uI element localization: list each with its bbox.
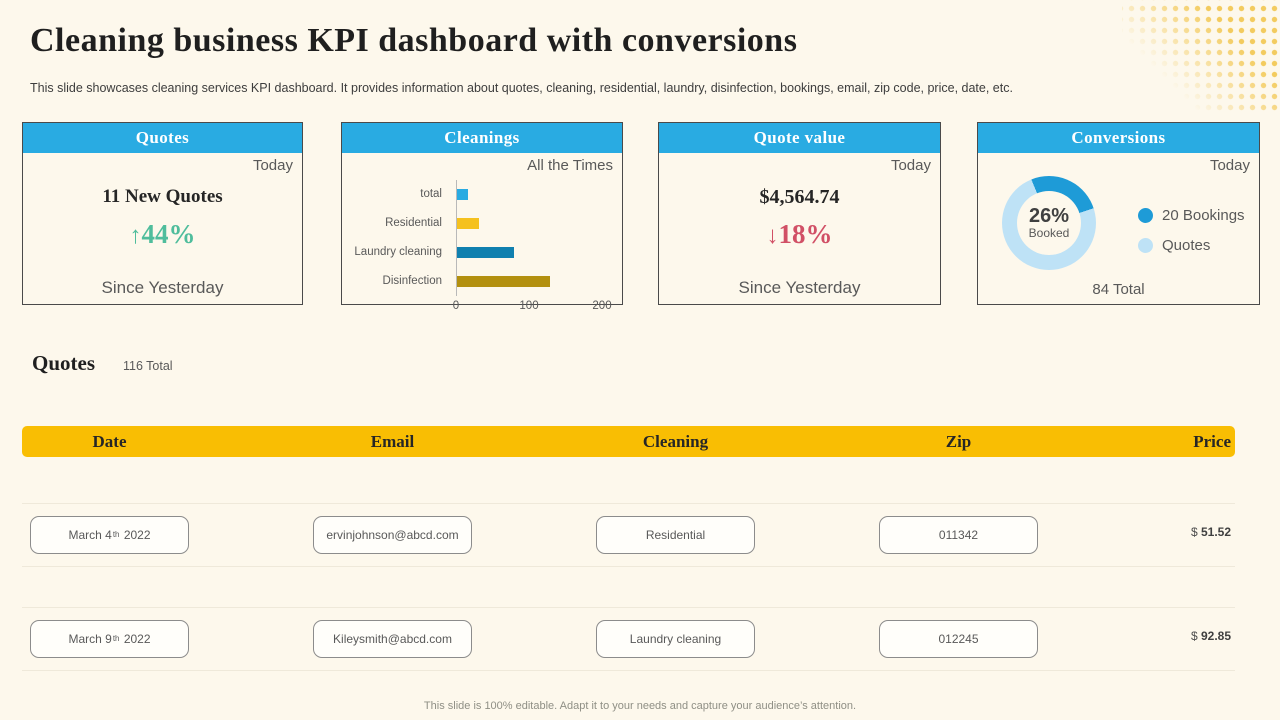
- metric-quote-value: $4,564.74: [759, 186, 840, 208]
- price-value: $ 51.52: [1190, 525, 1231, 539]
- legend-dot-icon: [1138, 237, 1153, 253]
- card-body-conversions: Today 26% Booked 20 Bookings Quotes 84 To…: [978, 153, 1259, 304]
- chart-category-label: Disinfection: [382, 275, 442, 287]
- card-body-quote-value: Today $4,564.74 ↓18% Since Yesterday: [659, 153, 940, 304]
- email-pill: Kileysmith@abcd.com: [313, 620, 472, 658]
- price-value: $ 92.85: [1190, 629, 1231, 643]
- zip-pill: 012245: [879, 620, 1038, 658]
- conversions-total: 84 Total: [1092, 281, 1145, 298]
- chart-bar-row: [457, 180, 617, 209]
- booked-percent: 26%: [1028, 205, 1070, 227]
- chart-category-label: Residential: [385, 217, 442, 229]
- chart-bar: [457, 276, 550, 287]
- conversions-donut: 26% Booked: [1002, 176, 1096, 270]
- comparison-label: Since Yesterday: [101, 278, 224, 297]
- halftone-dots-decoration: [1122, 0, 1280, 112]
- conversions-donut-center: 26% Booked: [1017, 191, 1081, 255]
- email-pill: ervinjohnson@abcd.com: [313, 516, 472, 554]
- period-label: Today: [252, 157, 293, 174]
- chart-bar: [457, 189, 468, 200]
- change-indicator-down: ↓18%: [659, 219, 940, 250]
- chart-axis-tick: 100: [519, 300, 539, 312]
- column-header-zip: Zip: [945, 432, 972, 451]
- down-arrow-icon: ↓: [766, 223, 779, 249]
- cleanings-chart-plot: [456, 180, 617, 296]
- table-header: Date Email Cleaning Zip Price: [22, 426, 1235, 457]
- card-title-conversions: Conversions: [978, 123, 1259, 153]
- column-header-date: Date: [92, 432, 127, 451]
- change-value: 44%: [141, 219, 196, 249]
- footer-note: This slide is 100% editable. Adapt it to…: [423, 700, 857, 712]
- chart-bar: [457, 218, 479, 229]
- quotes-section-title: Quotes: [32, 351, 95, 375]
- chart-axis-tick: 200: [592, 300, 612, 312]
- card-body-quotes: Today 11 New Quotes ↑44% Since Yesterday: [23, 153, 302, 304]
- conversions-legend: 20 Bookings Quotes: [1138, 200, 1245, 260]
- zip-pill: 011342: [879, 516, 1038, 554]
- cleaning-pill: Residential: [596, 516, 755, 554]
- cleanings-chart-ticks: 0 100 200: [452, 300, 616, 314]
- legend-item: 20 Bookings: [1138, 200, 1245, 230]
- kpi-card-cleanings: Cleanings All the Times total Residential…: [341, 122, 623, 312]
- column-header-email: Email: [370, 432, 415, 451]
- page-title: Cleaning business KPI dashboard with con…: [30, 22, 798, 59]
- column-header-cleaning: Cleaning: [642, 432, 709, 451]
- period-label: All the Times: [527, 157, 613, 174]
- card-title-cleanings: Cleanings: [342, 123, 622, 153]
- chart-bar: [457, 247, 514, 258]
- legend-dot-icon: [1138, 207, 1153, 223]
- period-label: Today: [890, 157, 931, 174]
- chart-category-label: Laundry cleaning: [354, 246, 442, 258]
- change-indicator-up: ↑44%: [23, 219, 302, 250]
- comparison-label: Since Yesterday: [738, 278, 861, 297]
- metric-new-quotes: 11 New Quotes: [102, 186, 223, 207]
- chart-bar-row: [457, 267, 617, 296]
- card-title-quotes: Quotes: [23, 123, 302, 153]
- kpi-card-quote-value: Quote value Today $4,564.74 ↓18% Since Y…: [658, 122, 941, 305]
- kpi-card-quotes: Quotes Today 11 New Quotes ↑44% Since Ye…: [22, 122, 303, 305]
- page-subtitle: This slide showcases cleaning services K…: [30, 81, 1013, 95]
- legend-item: Quotes: [1138, 230, 1245, 260]
- cleanings-chart-labels: total Residential Laundry cleaning Disinfec…: [342, 180, 449, 296]
- chart-category-label: total: [420, 188, 442, 200]
- card-body-cleanings: All the Times total Residential Laundry cl…: [342, 153, 622, 312]
- card-title-quote-value: Quote value: [659, 123, 940, 153]
- booked-label: Booked: [1028, 226, 1070, 240]
- chart-bar-row: [457, 238, 617, 267]
- chart-axis-tick: 0: [452, 300, 460, 312]
- up-arrow-icon: ↑: [129, 223, 142, 249]
- quotes-total-count: 116 Total: [123, 359, 173, 373]
- change-value: 18%: [778, 219, 833, 249]
- period-label: Today: [1209, 157, 1250, 174]
- kpi-card-conversions: Conversions Today 26% Booked 20 Bookings…: [977, 122, 1260, 305]
- column-header-price: Price: [1193, 432, 1231, 451]
- chart-bar-row: [457, 209, 617, 238]
- cleaning-pill: Laundry cleaning: [596, 620, 755, 658]
- legend-label: 20 Bookings: [1162, 206, 1245, 224]
- legend-label: Quotes: [1162, 236, 1211, 254]
